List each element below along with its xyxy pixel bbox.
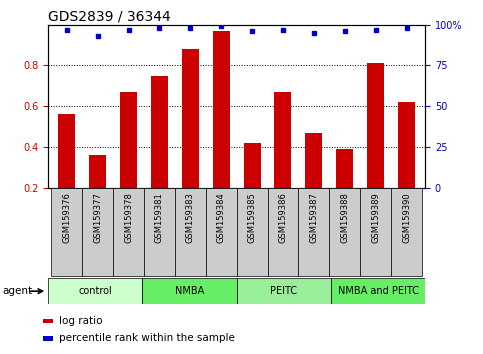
Text: GSM159385: GSM159385 (248, 192, 256, 243)
Bar (367, 63, 384, 188)
Text: GSM159386: GSM159386 (279, 192, 287, 243)
Text: NMBA: NMBA (175, 286, 204, 296)
Bar (120, 92, 137, 188)
Bar (82, 188, 113, 276)
Bar (182, 49, 199, 188)
Bar (329, 188, 360, 276)
Bar (237, 188, 268, 276)
Bar (305, 133, 322, 188)
Bar (206, 188, 237, 276)
Text: agent: agent (2, 286, 32, 296)
Text: GSM159378: GSM159378 (124, 192, 133, 243)
Bar (331, 278, 425, 304)
Text: GSM159376: GSM159376 (62, 192, 71, 243)
Bar (43, 336, 53, 341)
Text: PEITC: PEITC (270, 286, 297, 296)
Bar (243, 143, 261, 188)
Bar (391, 188, 422, 276)
Bar (48, 278, 142, 304)
Text: log ratio: log ratio (59, 316, 102, 326)
Text: GDS2839 / 36344: GDS2839 / 36344 (48, 10, 171, 24)
Bar (336, 149, 353, 188)
Bar (398, 102, 415, 188)
Text: GSM159390: GSM159390 (402, 192, 411, 243)
Bar (58, 114, 75, 188)
Text: GSM159388: GSM159388 (340, 192, 349, 243)
Text: control: control (79, 286, 112, 296)
Bar (213, 31, 230, 188)
Text: GSM159384: GSM159384 (217, 192, 226, 243)
Text: percentile rank within the sample: percentile rank within the sample (59, 333, 235, 343)
Bar (268, 188, 298, 276)
Bar (144, 188, 175, 276)
Bar (113, 188, 144, 276)
Text: GSM159387: GSM159387 (310, 192, 318, 243)
Bar (43, 319, 53, 323)
Bar (237, 278, 331, 304)
Text: NMBA and PEITC: NMBA and PEITC (338, 286, 418, 296)
Text: GSM159383: GSM159383 (186, 192, 195, 243)
Bar (142, 278, 237, 304)
Bar (151, 76, 168, 188)
Text: GSM159381: GSM159381 (155, 192, 164, 243)
Text: GSM159377: GSM159377 (93, 192, 102, 243)
Bar (274, 92, 291, 188)
Bar (175, 188, 206, 276)
Bar (89, 155, 106, 188)
Bar (51, 188, 82, 276)
Bar (360, 188, 391, 276)
Text: GSM159389: GSM159389 (371, 192, 380, 243)
Bar (298, 188, 329, 276)
